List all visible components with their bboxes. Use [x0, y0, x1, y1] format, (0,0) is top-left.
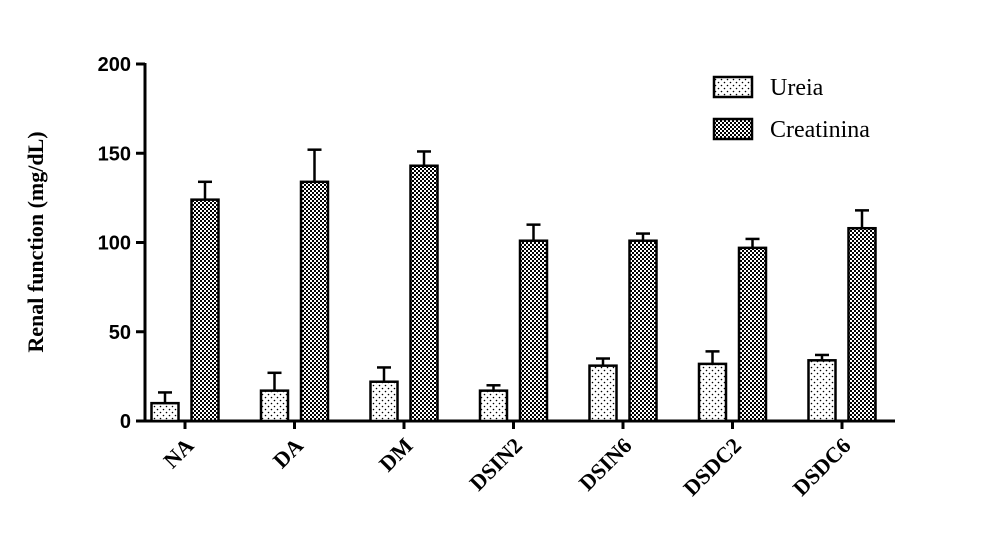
- x-tick-label: DSDC2: [678, 433, 746, 501]
- y-tick-label: 50: [109, 322, 131, 344]
- bar-ureia-dsdc6: [807, 359, 837, 423]
- bar-creatinina-da: [299, 180, 330, 423]
- legend-label-ureia: Ureia: [770, 75, 824, 101]
- bar-ureia-dsdc2: [697, 362, 728, 423]
- y-tick-label: 0: [120, 411, 131, 433]
- bar-ureia-dm: [369, 380, 399, 423]
- legend-swatch-ureia: [712, 75, 754, 99]
- bar-creatinina-dsin2: [518, 239, 549, 423]
- bar-ureia-na: [150, 401, 180, 423]
- legend-swatch-creatinina: [712, 117, 754, 141]
- x-tick-label: DSIN6: [574, 433, 637, 496]
- x-tick-label: DA: [268, 433, 308, 473]
- y-tick-label: 150: [98, 143, 131, 165]
- y-tick-label: 100: [98, 233, 131, 255]
- bar-creatinina-na: [190, 198, 220, 423]
- bar-ureia-dsin2: [478, 389, 509, 423]
- bar-creatinina-dm: [409, 164, 439, 423]
- y-axis-title: Renal function (mg/dL): [23, 131, 48, 352]
- y-tick-label: 200: [98, 54, 131, 76]
- bar-ureia-da: [259, 389, 290, 423]
- x-tick-label: DM: [374, 433, 418, 477]
- bar-ureia-dsin6: [588, 364, 618, 423]
- x-tick-label: DSIN2: [464, 433, 527, 496]
- legend: Ureia Creatinina: [712, 75, 870, 143]
- x-tick-label: NA: [158, 433, 198, 473]
- legend-label-creatinina: Creatinina: [770, 117, 870, 143]
- bar-creatinina-dsin6: [628, 239, 658, 423]
- bar-creatinina-dsdc2: [737, 246, 768, 423]
- x-tick-label: DSDC6: [788, 433, 856, 501]
- bar-creatinina-dsdc6: [847, 226, 877, 423]
- bars: [150, 148, 877, 423]
